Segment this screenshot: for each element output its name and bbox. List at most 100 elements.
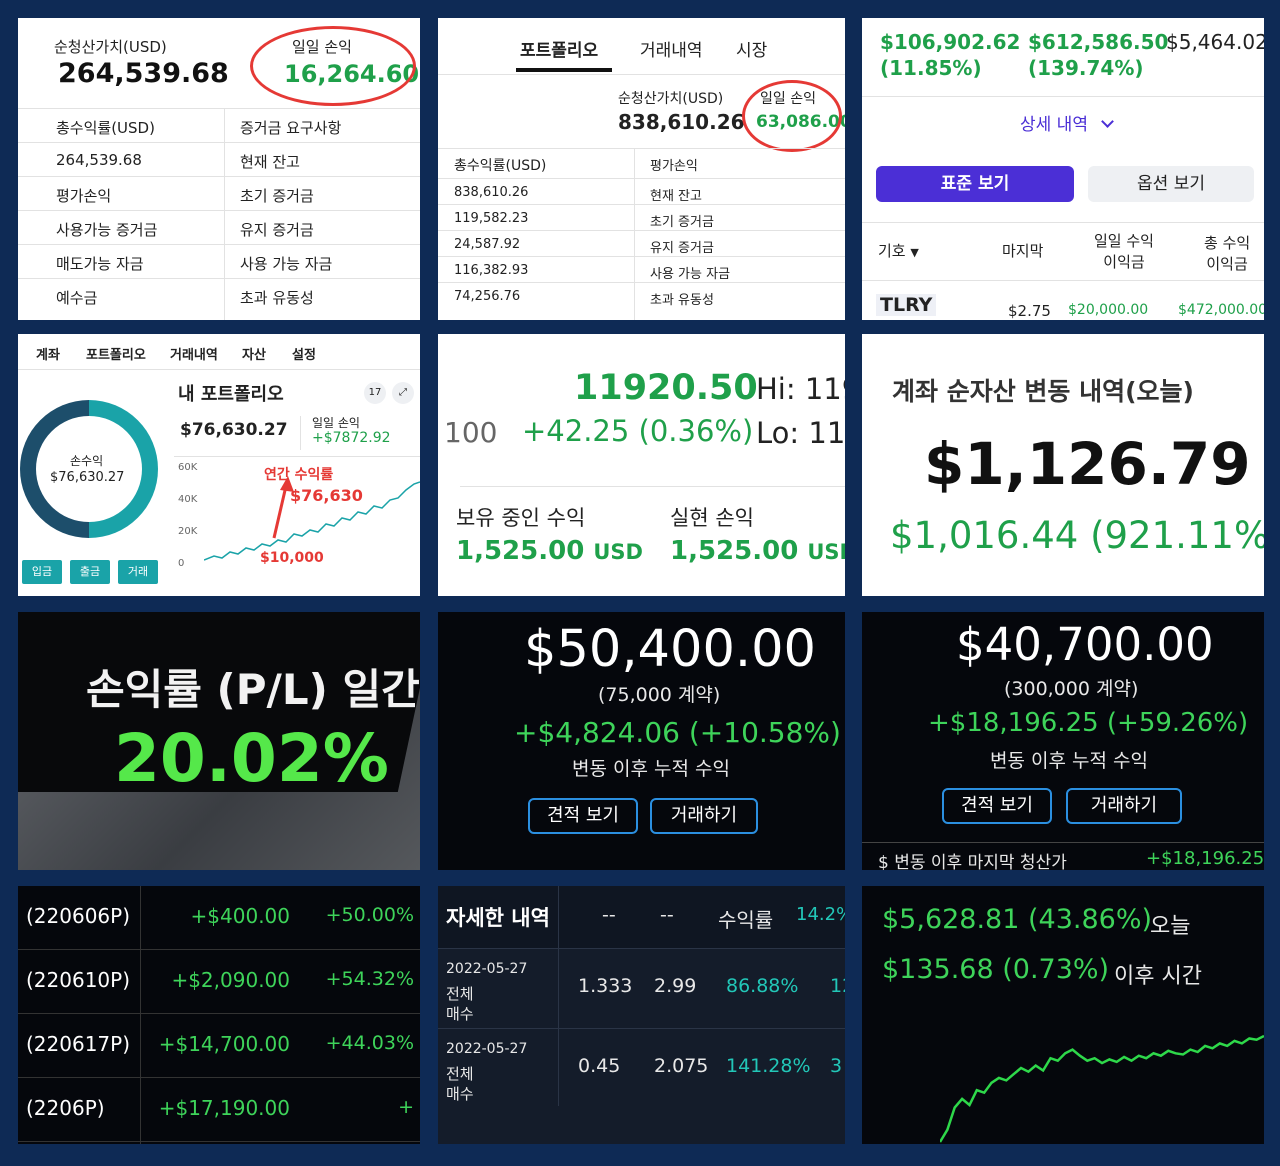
row-left: 평가손익 <box>56 187 112 205</box>
row-left: 264,539.68 <box>56 151 142 169</box>
col-daily: 일일 수익 이익금 <box>1094 232 1154 271</box>
menu-item[interactable]: 포트폴리오 <box>86 348 146 363</box>
held-unit: USD <box>593 540 643 564</box>
realized-label: 실현 손익 <box>670 506 754 530</box>
portfolio-title: 내 포트폴리오 <box>178 384 284 405</box>
menu-item[interactable]: 거래내역 <box>170 348 218 363</box>
footer-value: +$18,196.25 <box>1146 848 1264 869</box>
tab-portfolio[interactable]: 포트폴리오 <box>520 41 599 61</box>
action-button[interactable]: 출금 <box>70 560 110 584</box>
portfolio-growth-chart <box>204 476 420 561</box>
standard-view-button[interactable]: 표준 보기 <box>876 166 1074 202</box>
row-d: 12 <box>830 975 845 997</box>
panel-options-list: (220606P) +$400.00 +50.00% (220610P) +$2… <box>18 886 420 1144</box>
panel-account-summary-1: 순청산가치(USD) 264,539.68 일일 손익 16,264.60 총수… <box>18 18 420 320</box>
trade-button[interactable]: 거래하기 <box>650 798 758 834</box>
quote-change: +42.25 (0.36%) <box>522 414 754 448</box>
highlight-circle <box>742 80 842 152</box>
y-tick: 0 <box>178 558 185 569</box>
realized-unit: USD <box>807 540 845 564</box>
row-symbol[interactable]: TLRY <box>876 294 937 316</box>
today-label: 오늘 <box>1150 914 1191 939</box>
daily-pl-label: 일일 손익 <box>312 416 360 430</box>
net-asset-value: $1,126.79 <box>924 430 1251 498</box>
panel-net-asset-change: 계좌 순자산 변동 내역(오늘) $1,126.79 $1,016.44 (92… <box>862 334 1264 596</box>
menu-item[interactable]: 설정 <box>292 348 316 363</box>
option-pct: +54.32% <box>325 968 414 990</box>
col-last: 마지막 <box>1002 242 1044 260</box>
y-tick: 60K <box>178 462 198 473</box>
detail-label: 상세 내역 <box>1020 115 1088 135</box>
quote-hi: Hi: 119 <box>756 372 845 406</box>
option-code: (220617P) <box>26 1032 131 1056</box>
col-return-value: 14.2% <box>796 904 845 925</box>
row-date: 2022-05-27 <box>446 1041 528 1057</box>
highlight-circle <box>250 26 416 106</box>
start-value: $10,000 <box>260 550 324 566</box>
option-gain: +$14,700.00 <box>158 1032 290 1056</box>
row-total: $472,000.00 <box>1178 302 1264 318</box>
futures-sub: 변동 이후 누적 수익 <box>572 758 730 780</box>
detail-title: 자세한 내역 <box>446 906 550 930</box>
menu-item[interactable]: 자산 <box>242 348 266 363</box>
gain-value-1: $106,902.62 <box>880 30 1021 54</box>
quote-button[interactable]: 견적 보기 <box>528 798 638 834</box>
action-button[interactable]: 입금 <box>22 560 62 584</box>
row-left: 119,582.23 <box>454 211 529 226</box>
futures-price: $50,400.00 <box>524 620 817 679</box>
option-gain: +$400.00 <box>190 904 290 928</box>
col-blank-1: -- <box>602 904 616 926</box>
tab-history[interactable]: 거래내역 <box>640 41 703 61</box>
quote-button[interactable]: 견적 보기 <box>942 788 1052 824</box>
trade-button[interactable]: 거래하기 <box>1066 788 1182 824</box>
donut-value: $76,630.27 <box>50 470 125 485</box>
quote-lo: Lo: 118 <box>756 416 845 450</box>
realized-value: 1,525.00 USD <box>670 536 845 566</box>
row-left: 24,587.92 <box>454 237 521 252</box>
futures-contracts: (300,000 계약) <box>1004 678 1139 700</box>
annual-return-label: 연간 수익률 <box>264 467 334 483</box>
nav-value: 838,610.26 <box>618 110 745 134</box>
after-hours-label: 이후 시간 <box>1114 964 1202 989</box>
pl-value: 20.02% <box>114 720 389 797</box>
col-total: 총 수익 이익금 <box>1204 234 1251 273</box>
gain-value-2: $612,586.50 <box>1028 30 1169 54</box>
col-symbol[interactable]: 기호 ▼ <box>878 240 919 261</box>
row-left: 총수익률(USD) <box>56 119 155 137</box>
row-side: 매수 <box>446 1085 474 1103</box>
row-type: 전체 <box>446 1065 474 1083</box>
table-row: 116,382.93 사용 가능 자금 <box>438 256 845 282</box>
table-row: 264,539.68 현재 잔고 <box>18 142 420 176</box>
row-last: $2.75 <box>1008 302 1051 320</box>
table-row: 예수금 초과 유동성 <box>18 278 420 312</box>
row-left: 예수금 <box>56 289 98 307</box>
action-button[interactable]: 거래 <box>118 560 158 584</box>
after-hours-value: $135.68 (0.73%) <box>882 954 1110 985</box>
panel-futures-2: $40,700.00 (300,000 계약) +$18,196.25 (+59… <box>862 612 1264 870</box>
badge-17[interactable]: 17 <box>364 382 386 404</box>
option-view-button[interactable]: 옵션 보기 <box>1088 166 1254 202</box>
row-right: 초기 증거금 <box>650 215 714 230</box>
pl-label: 손익률 (P/L) 일간 <box>86 665 420 714</box>
held-amount: 1,525.00 <box>456 536 585 566</box>
table-row: 총수익률(USD) 증거금 요구사항 <box>18 108 420 142</box>
table-row: 74,256.76 초과 유동성 <box>438 282 845 308</box>
panel-quote: 11920.50 100 +42.25 (0.36%) Hi: 119 Lo: … <box>438 334 845 596</box>
option-code: (2206P) <box>26 1096 105 1120</box>
row-type: 전체 <box>446 985 474 1003</box>
realized-amount: 1,525.00 <box>670 536 799 566</box>
row-left: 74,256.76 <box>454 289 521 304</box>
expand-icon[interactable]: ⤢ <box>392 382 414 404</box>
futures-sub: 변동 이후 누적 수익 <box>990 750 1148 772</box>
row-right: 현재 잔고 <box>650 189 702 204</box>
row-side: 매수 <box>446 1005 474 1023</box>
futures-change: +$4,824.06 (+10.58%) <box>514 716 841 749</box>
list-item: (220606P) +$400.00 +50.00% <box>18 886 420 950</box>
value-3: $5,464.02 <box>1166 30 1264 54</box>
menu-item[interactable]: 계좌 <box>36 348 60 363</box>
detail-toggle[interactable]: 상세 내역 <box>1020 110 1115 135</box>
table-row: 2022-05-27 전체 매수 1.333 2.99 86.88% 12 <box>438 948 845 1028</box>
tab-market[interactable]: 시장 <box>736 41 768 61</box>
table-row: 2022-05-27 전체 매수 0.45 2.075 141.28% 3 <box>438 1028 845 1108</box>
option-code: (220606P) <box>26 904 131 928</box>
